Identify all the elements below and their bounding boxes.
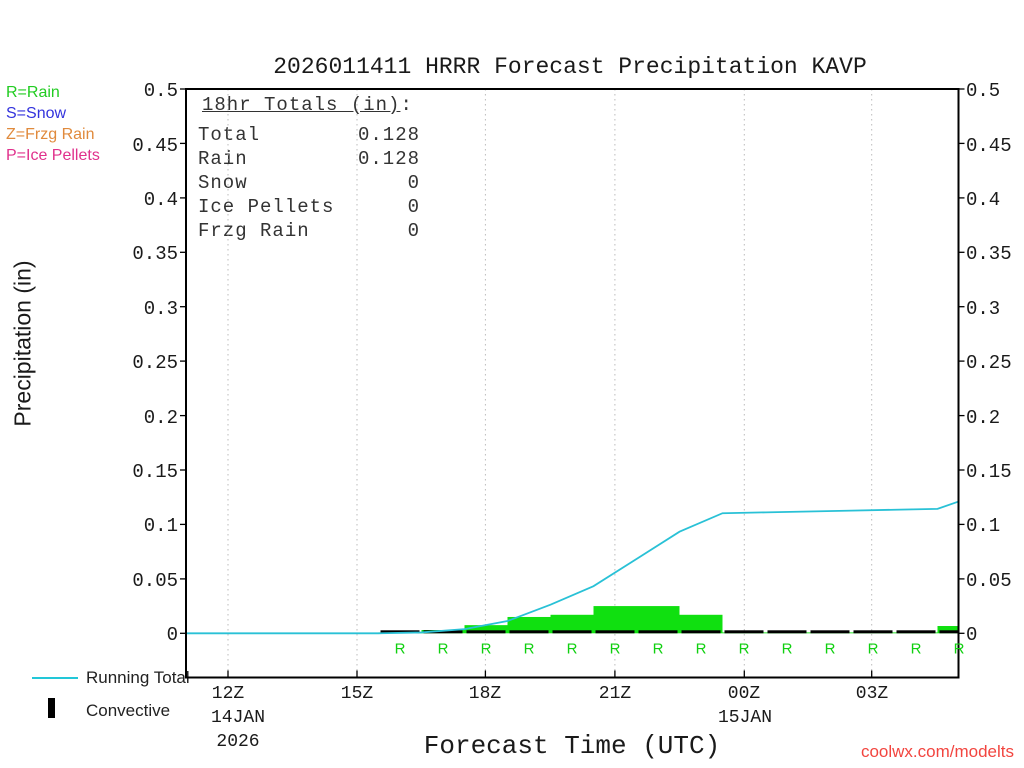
svg-text:R: R	[868, 640, 879, 657]
svg-text:R: R	[739, 640, 750, 657]
svg-text:R: R	[653, 640, 664, 657]
svg-text:R: R	[610, 640, 621, 657]
svg-text:R: R	[567, 640, 578, 657]
svg-text:R: R	[438, 640, 449, 657]
svg-text:R: R	[782, 640, 793, 657]
svg-text:R: R	[696, 640, 707, 657]
svg-text:R: R	[825, 640, 836, 657]
svg-text:R: R	[481, 640, 492, 657]
svg-text:R: R	[954, 640, 965, 657]
svg-text:R: R	[395, 640, 406, 657]
svg-text:R: R	[911, 640, 922, 657]
svg-text:R: R	[524, 640, 535, 657]
